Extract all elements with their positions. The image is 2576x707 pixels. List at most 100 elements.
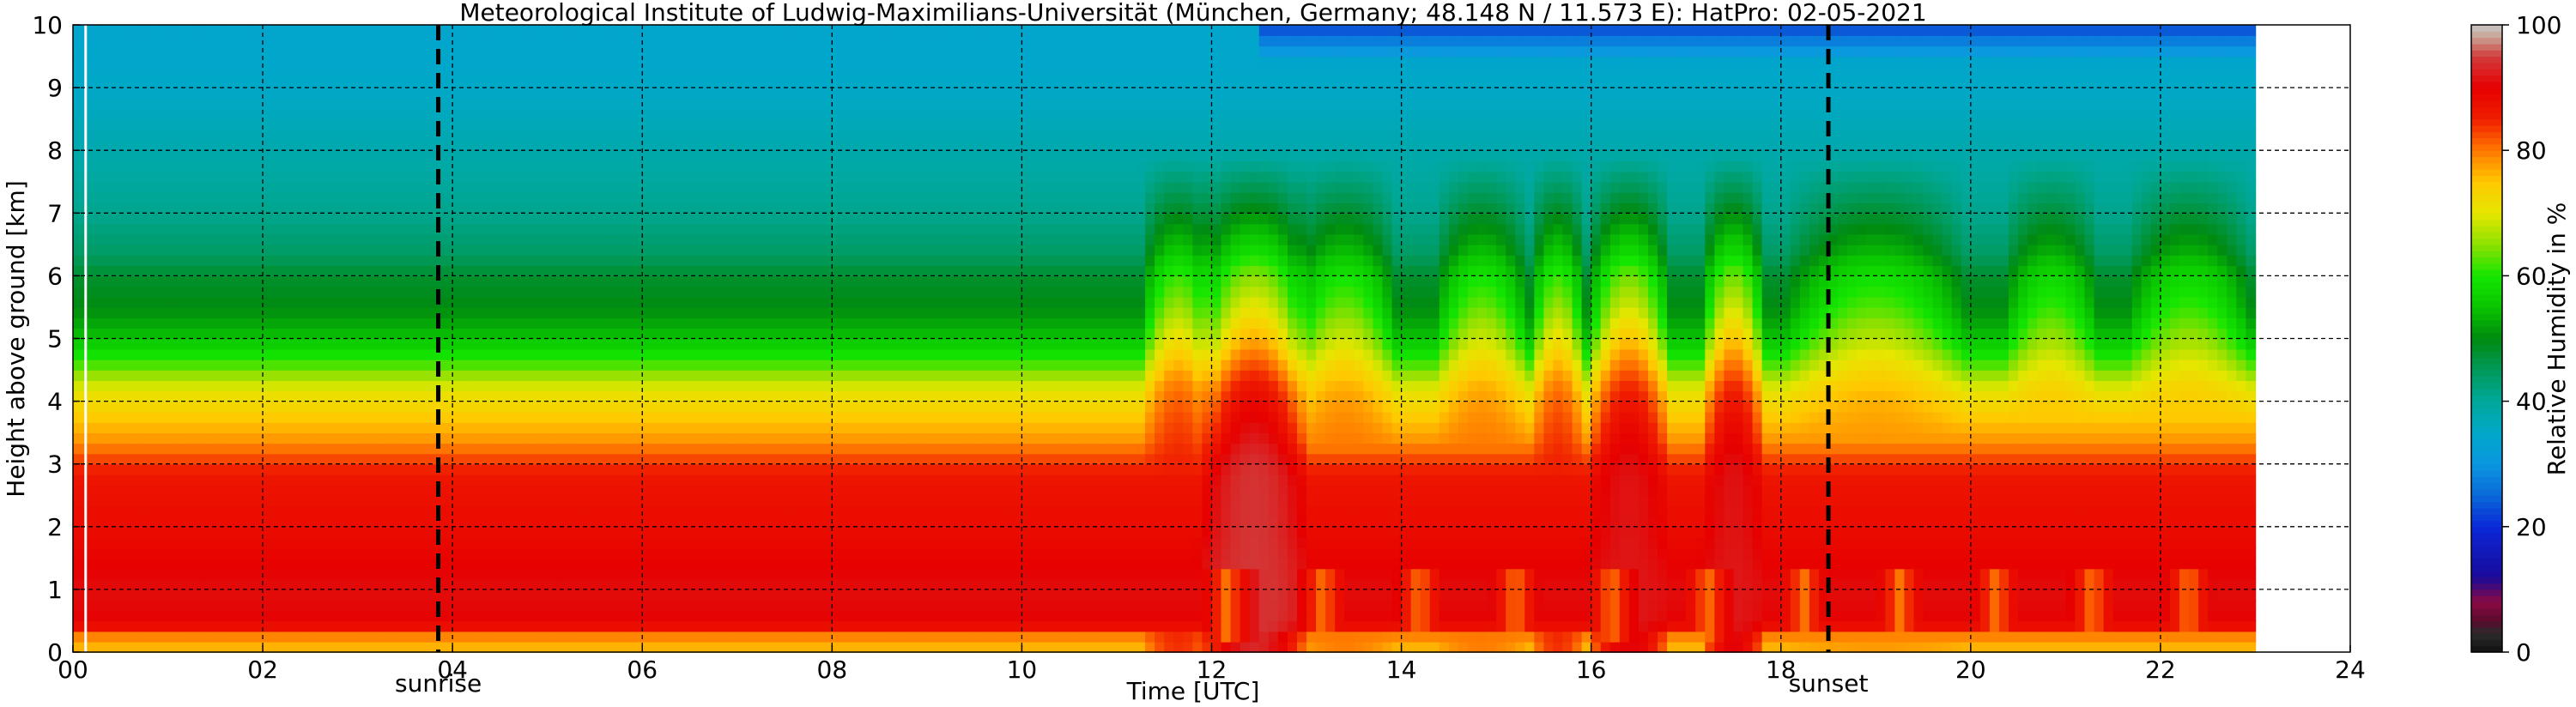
heatmap-cell [300, 275, 312, 287]
heatmap-cell [755, 191, 767, 203]
heatmap-cell [395, 620, 406, 632]
heatmap-cell [794, 589, 804, 601]
heatmap-cell [803, 390, 815, 402]
heatmap-cell [518, 411, 530, 423]
heatmap-cell [794, 76, 804, 88]
heatmap-cell [518, 401, 530, 413]
heatmap-cell [680, 432, 691, 444]
heatmap-cell [755, 600, 767, 612]
heatmap-cell [699, 589, 710, 601]
heatmap-cell [642, 244, 653, 256]
heatmap-cell [765, 610, 776, 622]
heatmap-cell [832, 244, 843, 256]
heatmap-cell [642, 474, 653, 486]
heatmap-cell [509, 265, 520, 277]
heatmap-cell [177, 98, 188, 110]
heatmap-cell [329, 600, 340, 612]
heatmap-cell [680, 255, 691, 267]
heatmap-cell [300, 421, 312, 433]
heatmap-cell [736, 620, 748, 632]
heatmap-cell [139, 160, 150, 172]
heatmap-cell [614, 181, 624, 193]
heatmap-cell [699, 181, 710, 193]
heatmap-cell [329, 213, 340, 225]
heatmap-cell [367, 348, 378, 360]
heatmap-cell [92, 485, 102, 497]
heatmap-cell [509, 223, 520, 235]
heatmap-cell [139, 600, 150, 612]
heatmap-cell [376, 88, 387, 100]
heatmap-cell [130, 578, 141, 590]
heatmap-cell [462, 286, 473, 298]
heatmap-cell [414, 620, 425, 632]
heatmap-cell [205, 620, 216, 632]
heatmap-cell [699, 233, 710, 245]
heatmap-cell [755, 568, 767, 580]
heatmap-cell [224, 610, 235, 622]
heatmap-cell [148, 421, 160, 433]
heatmap-cell [471, 516, 482, 528]
heatmap-cell [566, 129, 577, 141]
heatmap-cell [594, 140, 605, 151]
heatmap-cell [614, 45, 624, 57]
heatmap-cell [813, 463, 824, 475]
heatmap-cell [594, 463, 605, 475]
heatmap-cell [490, 244, 501, 256]
heatmap-cell [481, 328, 492, 340]
heatmap-cell [186, 317, 197, 329]
heatmap-cell [680, 306, 691, 318]
heatmap-cell [300, 370, 312, 382]
heatmap-cell [490, 495, 501, 507]
heatmap-cell [832, 160, 843, 172]
heatmap-cell [813, 213, 824, 225]
heatmap-cell [224, 88, 235, 100]
heatmap-cell [566, 547, 577, 559]
heatmap-cell [196, 88, 207, 100]
heatmap-cell [585, 160, 596, 172]
heatmap-cell [471, 474, 482, 486]
heatmap-cell [158, 568, 169, 580]
heatmap-cell [357, 255, 368, 267]
heatmap-cell [699, 432, 710, 444]
heatmap-cell [794, 140, 804, 151]
heatmap-cell [243, 485, 254, 497]
heatmap-cell [765, 526, 776, 538]
heatmap-cell [253, 589, 264, 601]
heatmap-cell [509, 505, 520, 517]
heatmap-cell [585, 213, 596, 225]
heatmap-cell [661, 516, 672, 528]
heatmap-cell [205, 56, 216, 68]
heatmap-cell [139, 516, 150, 528]
heatmap-cell [518, 88, 530, 100]
heatmap-cell [471, 76, 482, 88]
heatmap-cell [329, 223, 340, 235]
heatmap-cell [813, 620, 824, 632]
heatmap-cell [462, 526, 473, 538]
heatmap-cell [452, 140, 464, 151]
heatmap-cell [785, 526, 795, 538]
heatmap-cell [746, 474, 757, 486]
heatmap-cell [509, 474, 520, 486]
heatmap-cell [73, 453, 83, 465]
heatmap-cell [291, 485, 302, 497]
heatmap-cell [300, 244, 312, 256]
heatmap-cell [471, 223, 482, 235]
heatmap-cell [822, 66, 833, 78]
heatmap-cell [813, 421, 824, 433]
heatmap-cell [727, 66, 738, 78]
heatmap-cell [291, 610, 302, 622]
heatmap-cell [196, 306, 207, 318]
heatmap-cell [604, 547, 615, 559]
heatmap-cell [196, 536, 207, 548]
heatmap-cell [471, 578, 482, 590]
heatmap-cell [196, 421, 207, 433]
heatmap-cell [291, 620, 302, 632]
heatmap-cell [661, 233, 672, 245]
heatmap-cell [851, 474, 862, 486]
heatmap-cell [243, 348, 254, 360]
heatmap-cell [130, 25, 141, 36]
heatmap-cell [120, 213, 131, 225]
heatmap-cell [661, 88, 672, 100]
heatmap-cell [822, 401, 833, 413]
heatmap-cell [319, 66, 330, 78]
